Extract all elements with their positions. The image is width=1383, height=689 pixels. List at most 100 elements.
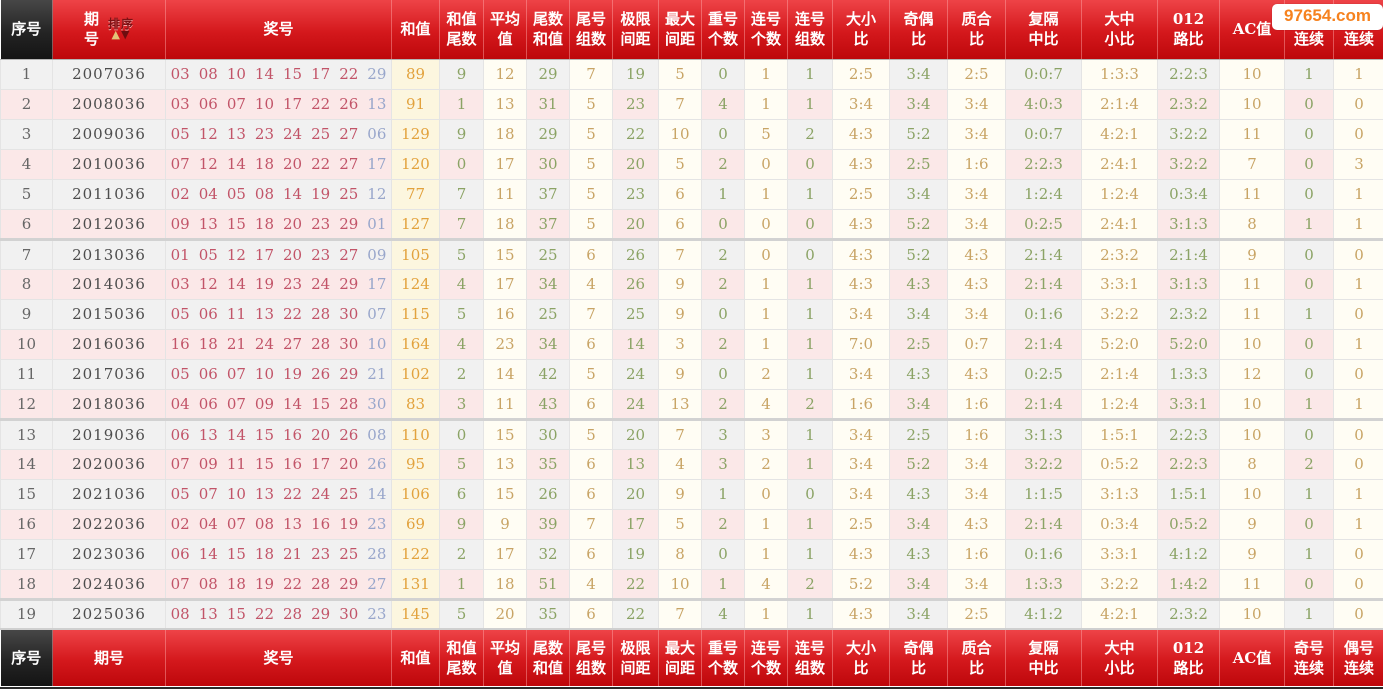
- sort-control[interactable]: 排序 ▲▼: [108, 18, 134, 40]
- cell-period: 2019036: [52, 418, 166, 450]
- table-row: 1 2007036 03 08 10 14 15 17 22 29 89 9 12 29 7 19 5 0 1 1 2:…: [0, 58, 1383, 90]
- cell-prime_comp: 0:7: [947, 328, 1006, 360]
- watermark-link[interactable]: 97654.com: [1272, 4, 1383, 30]
- ball-number: 10: [254, 365, 274, 383]
- tail-ball-number: 12: [367, 185, 387, 203]
- col-header-tail_groups: 尾号 组数: [569, 0, 613, 60]
- cell-big_mid_small: 1:3:3: [1081, 58, 1158, 90]
- cell-odd_even: 3:4: [889, 58, 948, 90]
- cell-max_gap: 8: [658, 538, 702, 570]
- cell-avg: 17: [483, 268, 527, 300]
- ball-number: 18: [254, 545, 274, 563]
- cell-repeat_count: 1: [701, 568, 745, 601]
- cell-tail_sum: 31: [526, 88, 570, 120]
- cell-limit_gap: 20: [612, 478, 659, 510]
- col-header-rep_skip_mid: 复隔 中比: [1005, 628, 1082, 686]
- sort-arrows-icon[interactable]: ▲▼: [111, 28, 131, 42]
- ball-number: 19: [254, 574, 274, 593]
- cell-odd_streak: 0: [1284, 88, 1334, 120]
- tail-ball-number: 23: [367, 515, 387, 533]
- ball-number: 18: [198, 335, 218, 353]
- cell-big_mid_small: 2:4:1: [1081, 208, 1158, 241]
- cell-big_small: 4:3: [832, 148, 890, 180]
- cell-big_mid_small: 2:4:1: [1081, 148, 1158, 180]
- ball-number: 24: [311, 485, 331, 503]
- cell-big_small: 4:3: [832, 118, 890, 150]
- ball-number: 22: [339, 65, 359, 83]
- table-body: 1 2007036 03 08 10 14 15 17 22 29 89 9 12 29 7 19 5 0 1 1 2:…: [0, 58, 1383, 630]
- cell-max_gap: 13: [658, 388, 702, 421]
- ball-number: 08: [198, 574, 218, 593]
- cell-period: 2013036: [52, 238, 166, 270]
- ball-number: 10: [254, 95, 274, 113]
- cell-tail_groups: 5: [569, 208, 613, 241]
- ball-number: 28: [311, 335, 331, 353]
- col-header-period[interactable]: 期 号排序 ▲▼: [52, 0, 166, 60]
- cell-consec_count: 0: [744, 208, 788, 241]
- cell-max_gap: 5: [658, 148, 702, 180]
- header-row: 序号期 号排序 ▲▼ 奖号 和值 和值 尾数 平均 值尾数 和值 尾号 组数 极限 间距 最大 …: [0, 0, 1383, 60]
- cell-tail_groups: 5: [569, 118, 613, 150]
- cell-big_small: 1:6: [832, 388, 890, 421]
- col-header-big_small: 大小 比: [832, 628, 890, 686]
- ball-number: 18: [254, 214, 274, 233]
- cell-numbers: 07 12 14 18 20 22 27 17: [165, 148, 392, 180]
- cell-numbers: 05 06 11 13 22 28 30 07: [165, 298, 392, 330]
- ball-number: 16: [283, 425, 303, 444]
- cell-big_mid_small: 1:5:1: [1081, 418, 1158, 450]
- cell-consec_count: 5: [744, 118, 788, 150]
- ball-number: 29: [339, 214, 359, 233]
- cell-big_mid_small: 0:5:2: [1081, 448, 1158, 480]
- cell-avg: 12: [483, 58, 527, 90]
- sort-asc-icon[interactable]: ▲: [111, 28, 121, 42]
- cell-consec_groups: 1: [787, 358, 833, 390]
- cell-consec_groups: 1: [787, 328, 833, 360]
- cell-avg: 13: [483, 88, 527, 120]
- ball-number: 19: [339, 515, 359, 533]
- ball-number: 07: [226, 95, 246, 113]
- col-header-consec_count: 连号 个数: [744, 628, 788, 686]
- ball-number: 06: [198, 95, 218, 113]
- cell-r012: 2:1:4: [1157, 238, 1220, 270]
- cell-even_streak: 1: [1333, 328, 1383, 360]
- cell-ac: 7: [1219, 148, 1285, 180]
- cell-repeat_count: 2: [701, 508, 745, 540]
- cell-sum_tail: 9: [439, 58, 484, 90]
- tail-ball-number: 23: [367, 605, 387, 624]
- col-header-rep_skip_mid: 复隔 中比: [1005, 0, 1082, 60]
- cell-ac: 8: [1219, 208, 1285, 241]
- col-header-repeat_count: 重号 个数: [701, 628, 745, 686]
- ball-number: 13: [198, 605, 218, 624]
- ball-number: 08: [254, 185, 274, 203]
- cell-consec_count: 0: [744, 238, 788, 270]
- ball-number: 03: [170, 95, 190, 113]
- ball-number: 10: [226, 485, 246, 503]
- ball-number: 19: [311, 185, 331, 203]
- cell-seq: 6: [0, 208, 53, 241]
- ball-number: 14: [198, 545, 218, 563]
- cell-ac: 11: [1219, 298, 1285, 330]
- cell-tail_groups: 6: [569, 388, 613, 421]
- cell-sum_tail: 2: [439, 538, 484, 570]
- cell-ac: 11: [1219, 568, 1285, 601]
- cell-sum_tail: 4: [439, 268, 484, 300]
- cell-big_small: 3:4: [832, 478, 890, 510]
- cell-avg: 13: [483, 448, 527, 480]
- cell-ac: 11: [1219, 118, 1285, 150]
- cell-tail_sum: 43: [526, 388, 570, 421]
- cell-prime_comp: 3:4: [947, 88, 1006, 120]
- cell-r012: 5:2:0: [1157, 328, 1220, 360]
- cell-sum_tail: 9: [439, 118, 484, 150]
- cell-tail_groups: 5: [569, 178, 613, 210]
- cell-seq: 19: [0, 598, 53, 630]
- cell-consec_groups: 2: [787, 568, 833, 601]
- cell-ac: 10: [1219, 418, 1285, 450]
- cell-sum: 83: [391, 388, 440, 421]
- ball-number: 05: [170, 125, 190, 143]
- cell-numbers: 04 06 07 09 14 15 28 30: [165, 388, 392, 421]
- sort-desc-icon[interactable]: ▼: [121, 28, 131, 42]
- ball-number: 15: [226, 605, 246, 624]
- ball-number: 13: [198, 425, 218, 444]
- cell-seq: 13: [0, 418, 53, 450]
- cell-odd_even: 4:3: [889, 538, 948, 570]
